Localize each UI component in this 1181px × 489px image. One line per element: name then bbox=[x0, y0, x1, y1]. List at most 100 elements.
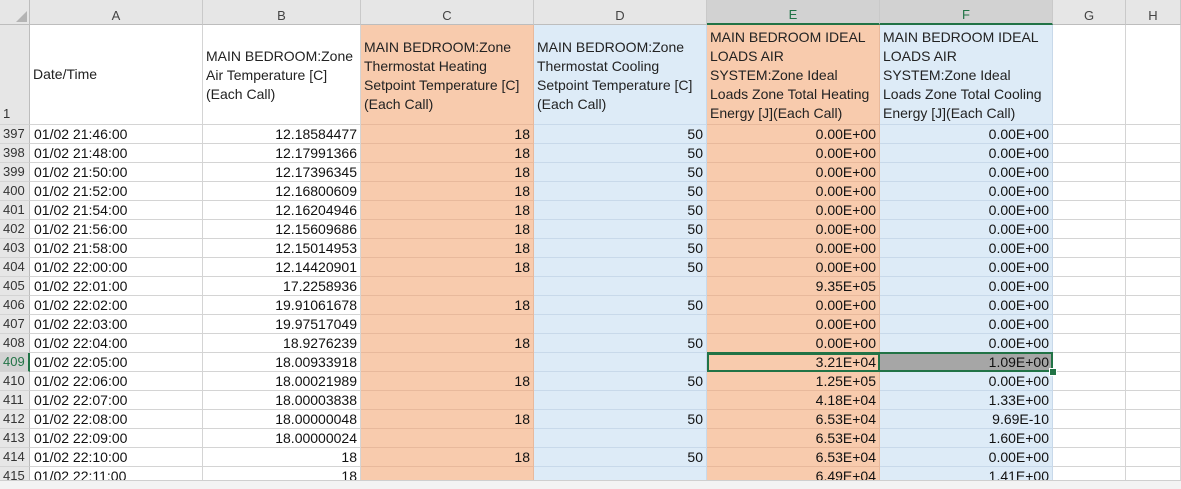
cell-h[interactable] bbox=[1126, 277, 1181, 296]
cell-a[interactable]: 01/02 21:54:00 bbox=[30, 201, 203, 220]
column-header-a[interactable]: A bbox=[30, 0, 203, 25]
cell-b[interactable]: 12.16800609 bbox=[203, 182, 361, 201]
cell-e[interactable]: 6.53E+04 bbox=[707, 448, 880, 467]
cell-c[interactable]: 18 bbox=[361, 144, 534, 163]
cell-e[interactable]: 0.00E+00 bbox=[707, 201, 880, 220]
row-header-1[interactable]: 1 bbox=[0, 25, 30, 125]
cell-g[interactable] bbox=[1053, 201, 1126, 220]
cell-f[interactable]: 0.00E+00 bbox=[880, 448, 1053, 467]
cell-b[interactable]: 18.00021989 bbox=[203, 372, 361, 391]
column-header-h[interactable]: H bbox=[1126, 0, 1181, 25]
cell-a[interactable]: 01/02 21:56:00 bbox=[30, 220, 203, 239]
cell-a[interactable]: 01/02 22:09:00 bbox=[30, 429, 203, 448]
header-cell-f[interactable]: MAIN BEDROOM IDEAL LOADS AIR SYSTEM:Zone… bbox=[880, 25, 1053, 125]
header-cell-e[interactable]: MAIN BEDROOM IDEAL LOADS AIR SYSTEM:Zone… bbox=[707, 25, 880, 125]
column-header-c[interactable]: C bbox=[361, 0, 534, 25]
row-header[interactable]: 412 bbox=[0, 410, 30, 429]
cell-c[interactable] bbox=[361, 315, 534, 334]
row-header[interactable]: 403 bbox=[0, 239, 30, 258]
cell-e[interactable]: 4.18E+04 bbox=[707, 391, 880, 410]
header-cell-c[interactable]: MAIN BEDROOM:Zone Thermostat Heating Set… bbox=[361, 25, 534, 125]
cell-c[interactable]: 18 bbox=[361, 182, 534, 201]
cell-f[interactable]: 0.00E+00 bbox=[880, 144, 1053, 163]
cell-g[interactable] bbox=[1053, 277, 1126, 296]
cell-a[interactable]: 01/02 22:05:00 bbox=[30, 353, 203, 372]
cell-h[interactable] bbox=[1126, 353, 1181, 372]
cell-c[interactable]: 18 bbox=[361, 125, 534, 144]
cell-h[interactable] bbox=[1126, 315, 1181, 334]
cell-d[interactable]: 50 bbox=[534, 125, 707, 144]
cell-h[interactable] bbox=[1126, 334, 1181, 353]
cell-h[interactable] bbox=[1126, 429, 1181, 448]
row-header[interactable]: 408 bbox=[0, 334, 30, 353]
row-header[interactable]: 405 bbox=[0, 277, 30, 296]
cell-g[interactable] bbox=[1053, 391, 1126, 410]
cell-f[interactable]: 1.60E+00 bbox=[880, 429, 1053, 448]
fill-handle[interactable] bbox=[1049, 368, 1057, 376]
header-cell-a[interactable]: Date/Time bbox=[30, 25, 203, 125]
header-cell-d[interactable]: MAIN BEDROOM:Zone Thermostat Cooling Set… bbox=[534, 25, 707, 125]
active-cell[interactable]: 3.21E+04 bbox=[707, 353, 880, 372]
cell-e[interactable]: 0.00E+00 bbox=[707, 258, 880, 277]
cell-a[interactable]: 01/02 22:03:00 bbox=[30, 315, 203, 334]
row-header[interactable]: 402 bbox=[0, 220, 30, 239]
cell-c[interactable]: 18 bbox=[361, 334, 534, 353]
cell-b[interactable]: 19.97517049 bbox=[203, 315, 361, 334]
cell-f[interactable]: 0.00E+00 bbox=[880, 296, 1053, 315]
column-header-b[interactable]: B bbox=[203, 0, 361, 25]
cell-h[interactable] bbox=[1126, 410, 1181, 429]
cell-f[interactable]: 0.00E+00 bbox=[880, 163, 1053, 182]
row-header[interactable]: 399 bbox=[0, 163, 30, 182]
cell-e[interactable]: 0.00E+00 bbox=[707, 296, 880, 315]
cell-f[interactable]: 0.00E+00 bbox=[880, 372, 1053, 391]
cell-g[interactable] bbox=[1053, 315, 1126, 334]
cell-h[interactable] bbox=[1126, 201, 1181, 220]
cell-a[interactable]: 01/02 22:10:00 bbox=[30, 448, 203, 467]
row-header[interactable]: 411 bbox=[0, 391, 30, 410]
cell-f[interactable]: 0.00E+00 bbox=[880, 182, 1053, 201]
column-header-d[interactable]: D bbox=[534, 0, 707, 25]
cell-c[interactable]: 18 bbox=[361, 163, 534, 182]
cell-h[interactable] bbox=[1126, 239, 1181, 258]
cell-d[interactable] bbox=[534, 315, 707, 334]
cell-f[interactable]: 9.69E-10 bbox=[880, 410, 1053, 429]
cell-e[interactable]: 0.00E+00 bbox=[707, 239, 880, 258]
cell-g[interactable] bbox=[1053, 372, 1126, 391]
cell-a[interactable]: 01/02 22:02:00 bbox=[30, 296, 203, 315]
cell-d[interactable]: 50 bbox=[534, 163, 707, 182]
cell-e[interactable]: 6.53E+04 bbox=[707, 410, 880, 429]
cell-b[interactable]: 18.00933918 bbox=[203, 353, 361, 372]
cell-g[interactable] bbox=[1053, 182, 1126, 201]
cell-c[interactable]: 18 bbox=[361, 239, 534, 258]
cell-d[interactable]: 50 bbox=[534, 410, 707, 429]
cell-d[interactable]: 50 bbox=[534, 239, 707, 258]
cell-e[interactable]: 0.00E+00 bbox=[707, 182, 880, 201]
cell-b[interactable]: 18.00000048 bbox=[203, 410, 361, 429]
cell-b[interactable]: 12.18584477 bbox=[203, 125, 361, 144]
cell-c[interactable] bbox=[361, 353, 534, 372]
cell-b[interactable]: 12.17991366 bbox=[203, 144, 361, 163]
cell-e[interactable]: 0.00E+00 bbox=[707, 315, 880, 334]
cell-f[interactable]: 0.00E+00 bbox=[880, 334, 1053, 353]
cell-h[interactable] bbox=[1126, 391, 1181, 410]
cell-h[interactable] bbox=[1126, 182, 1181, 201]
cell-b[interactable]: 18.9276239 bbox=[203, 334, 361, 353]
cell-b[interactable]: 18.00000024 bbox=[203, 429, 361, 448]
cell-c[interactable]: 18 bbox=[361, 258, 534, 277]
cell-b[interactable]: 17.2258936 bbox=[203, 277, 361, 296]
cell-a[interactable]: 01/02 21:46:00 bbox=[30, 125, 203, 144]
cell-e[interactable]: 0.00E+00 bbox=[707, 163, 880, 182]
cell-d[interactable]: 50 bbox=[534, 334, 707, 353]
cell-d[interactable]: 50 bbox=[534, 182, 707, 201]
cell-c[interactable]: 18 bbox=[361, 448, 534, 467]
cell-g[interactable] bbox=[1053, 125, 1126, 144]
cell-a[interactable]: 01/02 22:01:00 bbox=[30, 277, 203, 296]
cell-b[interactable]: 12.17396345 bbox=[203, 163, 361, 182]
cell-e[interactable]: 9.35E+05 bbox=[707, 277, 880, 296]
cell-e[interactable]: 0.00E+00 bbox=[707, 334, 880, 353]
cell-d[interactable] bbox=[534, 353, 707, 372]
cell-h[interactable] bbox=[1126, 125, 1181, 144]
cell-h[interactable] bbox=[1126, 448, 1181, 467]
header-cell-b[interactable]: MAIN BEDROOM:Zone Air Temperature [C](Ea… bbox=[203, 25, 361, 125]
